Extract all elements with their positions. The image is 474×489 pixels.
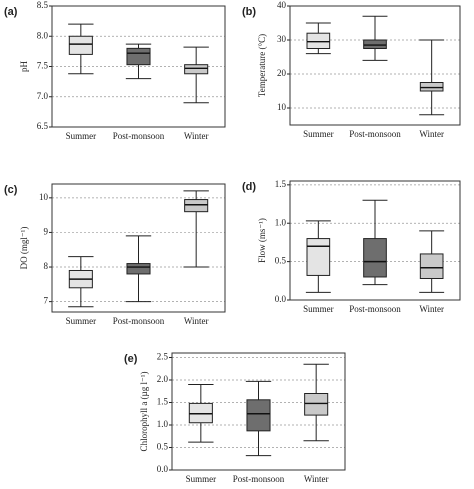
y-tick-label: 7.0 (37, 91, 49, 101)
panel-label: (d) (242, 181, 256, 193)
x-tick-label: Summer (186, 474, 217, 484)
y-axis-label: pH (19, 61, 29, 73)
x-tick-label: Summer (66, 131, 97, 141)
box (184, 64, 209, 75)
plot-frame (289, 180, 461, 301)
y-tick-label: 10 (277, 102, 287, 112)
box (363, 39, 387, 49)
y-tick-label: 40 (277, 0, 287, 10)
panel-label: (a) (4, 6, 18, 18)
x-tick-label: Summer (66, 316, 97, 326)
plot-frame (289, 5, 461, 126)
y-tick-label: 20 (277, 68, 287, 78)
x-tick-label: Post-monsoon (349, 304, 401, 314)
x-tick-label: Winter (419, 304, 444, 314)
y-axis-label: DO (mgl⁻¹) (19, 227, 29, 270)
plot-frame (51, 183, 226, 313)
y-tick-label: 8 (44, 261, 49, 271)
box (126, 263, 151, 275)
y-tick-label: 30 (277, 34, 287, 44)
y-tick-label: 1.5 (157, 397, 169, 407)
plot-frame (171, 352, 346, 471)
y-tick-label: 2.5 (157, 352, 169, 362)
y-tick-label: 0.0 (157, 464, 169, 474)
panel-label: (b) (242, 6, 256, 18)
y-tick-label: 1.0 (157, 419, 169, 429)
y-axis-label: Flow (ms⁻¹) (257, 218, 267, 263)
box (126, 47, 151, 66)
x-tick-label: Post-monsoon (113, 131, 165, 141)
x-tick-label: Winter (184, 131, 209, 141)
y-tick-label: 0.5 (275, 256, 287, 266)
box (68, 35, 93, 55)
plot-frame (51, 5, 226, 128)
y-tick-label: 8.5 (37, 0, 49, 10)
x-tick-label: Summer (303, 129, 334, 139)
box (419, 82, 444, 92)
y-tick-label: 0.5 (157, 442, 169, 452)
x-tick-label: Winter (184, 316, 209, 326)
y-tick-label: 10 (39, 192, 49, 202)
panel-label: (e) (124, 353, 138, 365)
y-axis-label: Temperature (°C) (257, 34, 267, 97)
box (304, 393, 329, 416)
x-tick-label: Winter (304, 474, 329, 484)
box (306, 32, 331, 50)
y-tick-label: 1.5 (275, 179, 287, 189)
y-tick-label: 9 (44, 226, 49, 236)
y-tick-label: 6.5 (37, 121, 49, 131)
box (306, 238, 331, 276)
y-tick-label: 0.0 (275, 294, 287, 304)
y-tick-label: 7.5 (37, 61, 49, 71)
y-tick-label: 1.0 (275, 217, 287, 227)
box (246, 399, 271, 432)
box (184, 199, 209, 213)
x-tick-label: Post-monsoon (113, 316, 165, 326)
x-tick-label: Summer (303, 304, 334, 314)
x-tick-label: Post-monsoon (233, 474, 285, 484)
box (363, 238, 387, 278)
y-tick-label: 8.0 (37, 30, 49, 40)
y-tick-label: 2.0 (157, 374, 169, 384)
panel-label: (c) (4, 184, 18, 196)
y-tick-label: 7 (44, 296, 49, 306)
y-axis-label: Chlorophyll a (µg l⁻¹) (139, 372, 149, 452)
x-tick-label: Post-monsoon (349, 129, 401, 139)
x-tick-label: Winter (419, 129, 444, 139)
box (419, 253, 444, 280)
